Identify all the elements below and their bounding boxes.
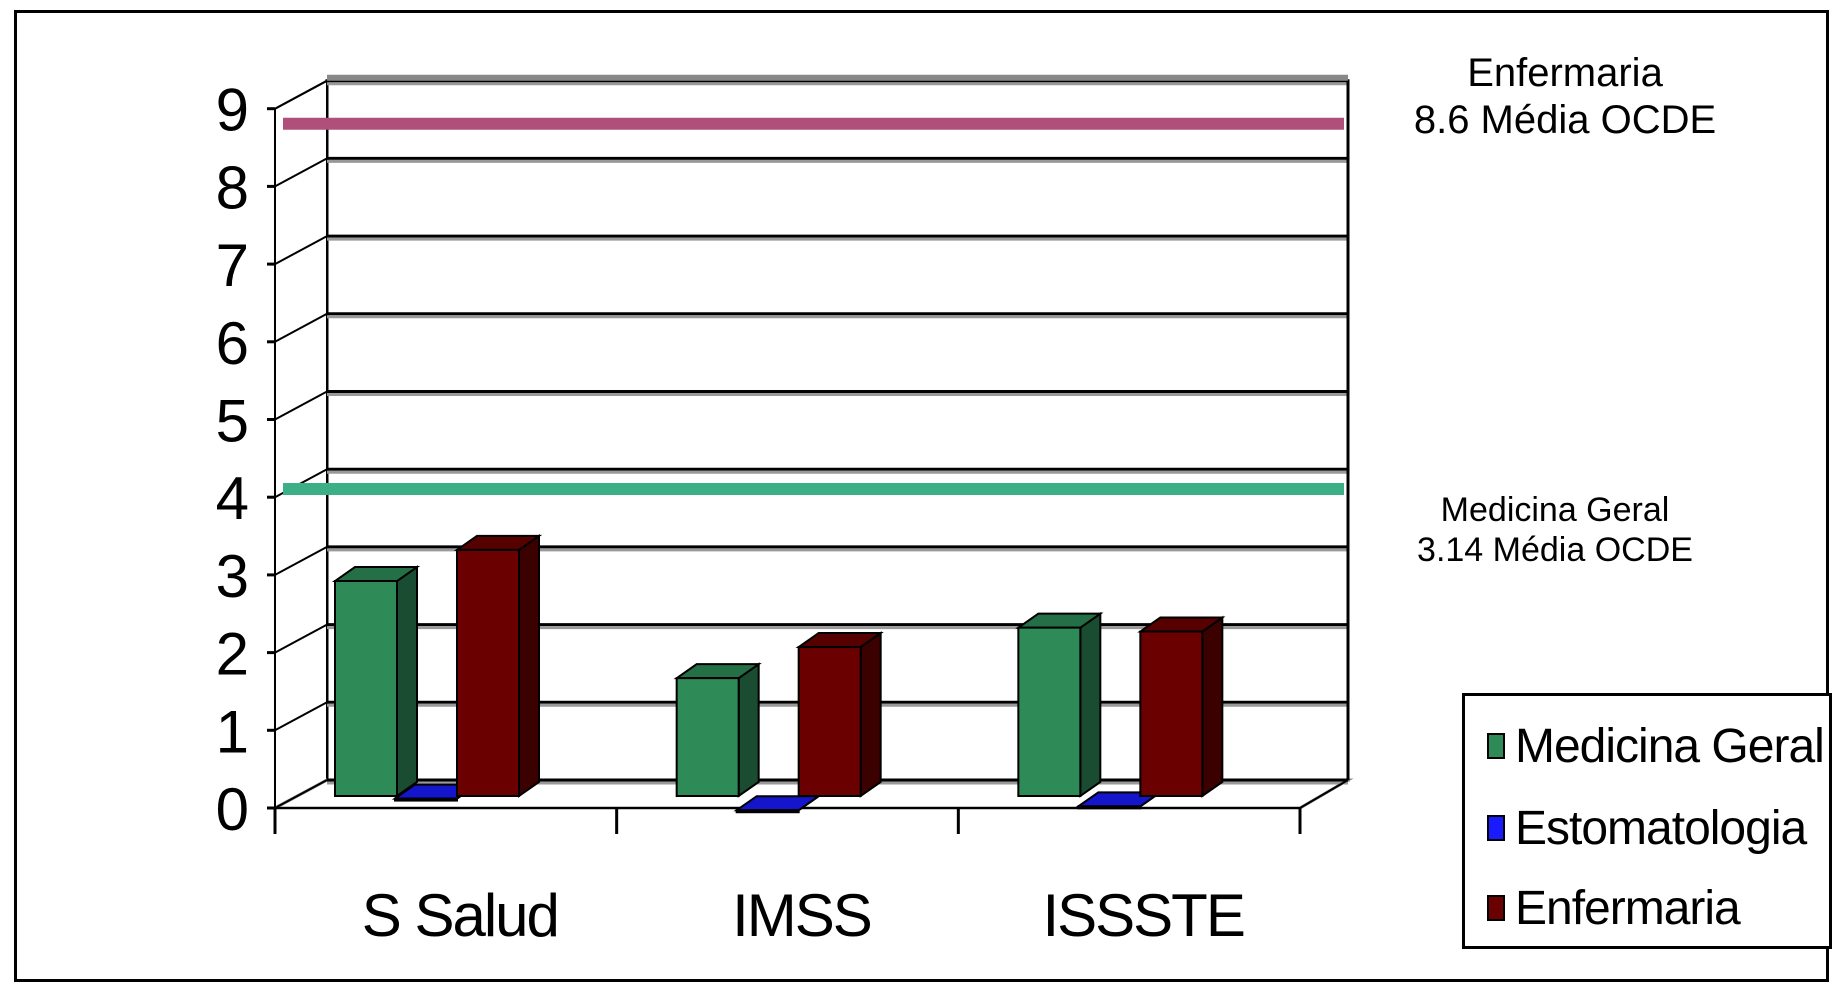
legend-label-estomatologia: Estomatologia [1515, 801, 1807, 855]
bar-side [859, 631, 882, 798]
bar-medicina-geral-issste [1015, 611, 1104, 798]
legend-swatch-estomatologia [1487, 815, 1505, 841]
y-tick-label: 4 [216, 465, 249, 532]
x-tick-label: S Salud [362, 882, 558, 949]
y-tick-label: 1 [216, 698, 249, 765]
y-tick-label: 2 [216, 621, 249, 688]
bar-side [396, 565, 418, 798]
bar-side [1201, 615, 1224, 798]
reference-label-medicina-line1: Medicina Geral [1440, 491, 1670, 529]
gridline-side [274, 623, 328, 654]
reference-label-medicina-line2: 3.14 Média OCDE [1417, 531, 1693, 570]
y-tick-label: 6 [216, 310, 249, 377]
x-tick-label: ISSSTE [1042, 882, 1243, 949]
bar-enfermaria-issste [1137, 615, 1226, 798]
tick-labels: 0 1 2 3 4 5 6 7 8 9 S Salud IMSS ISSSTE [216, 77, 1246, 949]
y-tick-label: 9 [216, 77, 249, 144]
bar-medicina-geral-imss [673, 662, 762, 798]
bar-front [797, 646, 862, 797]
gridline-side [274, 79, 328, 110]
gridline-side [274, 235, 328, 265]
bar-front [456, 548, 520, 797]
bar-side [518, 534, 540, 798]
bar-front [334, 580, 398, 798]
x-tick-label: IMSS [732, 882, 871, 949]
y-tick-label: 3 [216, 543, 249, 610]
y-tick-label: 7 [216, 232, 249, 299]
gridline-side [274, 779, 328, 809]
reference-label-enfermaria-line2: 8.6 Média OCDE [1413, 98, 1717, 143]
gridline-side [274, 157, 328, 188]
legend-swatch-enfermaria [1487, 895, 1505, 921]
reference-label-medicina-geral: Medicina Geral 3.14 Média OCDE [1370, 490, 1740, 570]
legend-item-enfermaria: Enfermaria [1487, 878, 1741, 938]
legend-label-enfermaria: Enfermaria [1515, 881, 1741, 935]
bar-medicina-geral-s-salud [331, 565, 421, 798]
legend-swatch-medicina-geral [1487, 733, 1505, 759]
gridline-side [274, 546, 328, 576]
y-tick-label: 0 [216, 776, 249, 843]
bar-enfermaria-imss [795, 631, 884, 798]
bar-front [1139, 630, 1204, 798]
legend-item-medicina-geral: Medicina Geral [1487, 716, 1825, 776]
bar-side [1079, 611, 1102, 798]
bar-front [675, 677, 740, 798]
gridline-side [274, 701, 328, 732]
floor-right-edge [1299, 779, 1349, 809]
legend: Medicina Geral Estomatologia Enfermaria [1462, 693, 1832, 949]
reference-label-enfermaria: Enfermaria 8.6 Média OCDE [1370, 50, 1760, 144]
reference-lines [283, 117, 1344, 495]
gridline-side [274, 390, 328, 421]
legend-item-estomatologia: Estomatologia [1487, 798, 1807, 858]
bar-side [737, 662, 760, 798]
bar-front [394, 797, 458, 802]
bar-enfermaria-s-salud [453, 534, 543, 798]
bar-front [1077, 805, 1142, 810]
reference-label-enfermaria-line1: Enfermaria [1467, 51, 1663, 95]
y-tick-label: 8 [216, 154, 249, 221]
legend-label-medicina-geral: Medicina Geral [1515, 719, 1825, 773]
bar-layer [331, 534, 1226, 814]
side-wall [274, 79, 328, 810]
gridline-side [274, 312, 328, 343]
bar-front [735, 809, 800, 814]
y-tick-label: 5 [216, 388, 249, 455]
bar-front [1017, 626, 1082, 798]
